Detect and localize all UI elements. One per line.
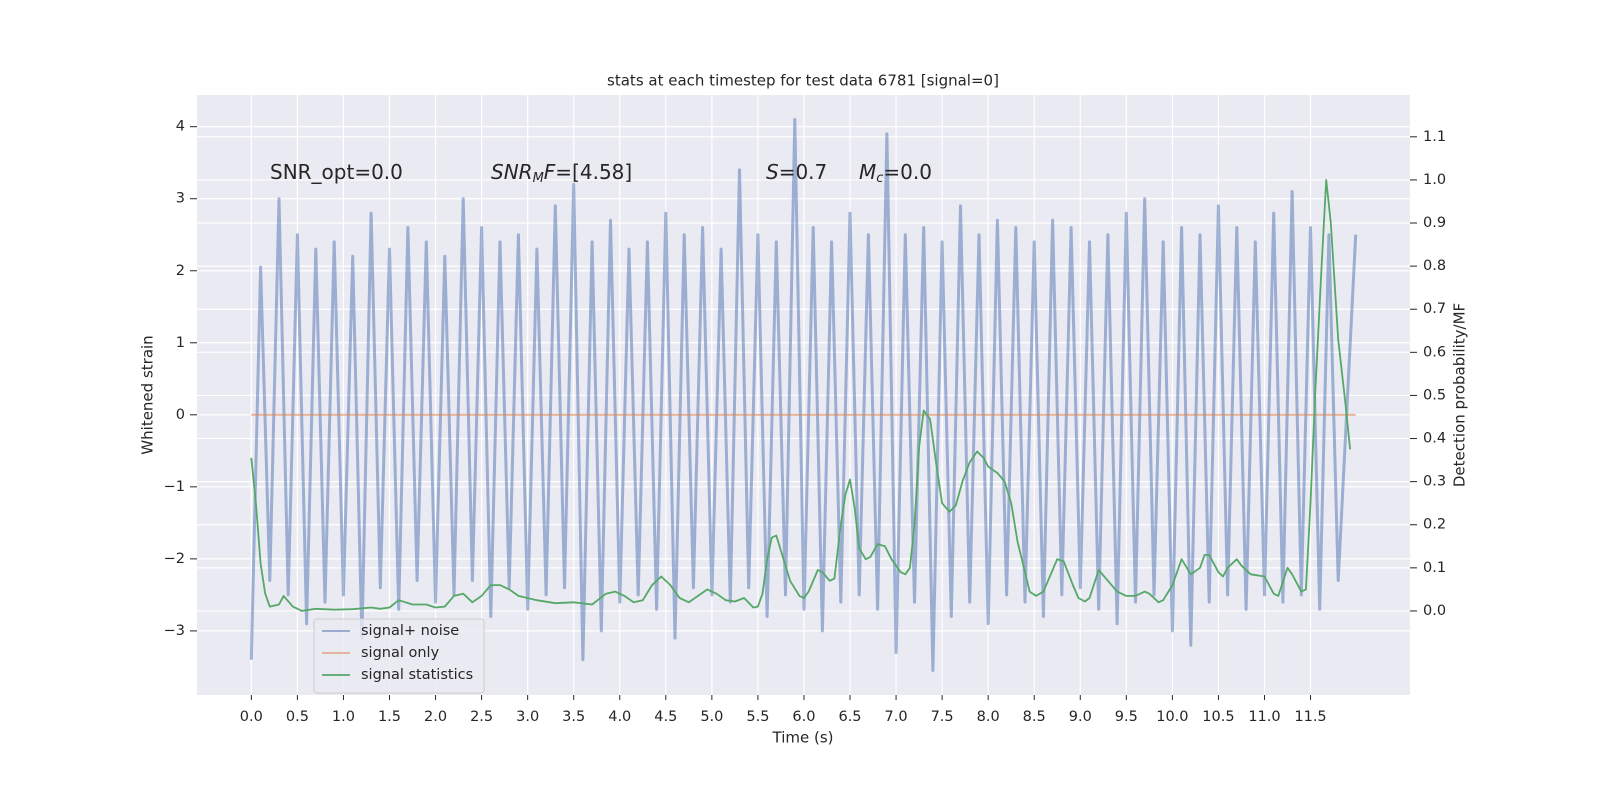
y2-tick-label: 0.1 [1423,560,1446,576]
y-tick-label: −3 [164,623,185,639]
legend-label: signal statistics [361,667,473,683]
annotation-subscript: M [533,171,544,186]
y2-tick-label: 0.5 [1423,387,1446,403]
annotation-text: M [859,160,876,184]
legend-label: signal+ noise [361,623,459,639]
y2-tick-label: 0.4 [1423,431,1446,447]
annotation-text: =0.7 [779,160,828,184]
x-tick-label: 10.0 [1156,709,1188,725]
x-tick-label: 6.5 [838,709,861,725]
x-tick-label: 11.5 [1294,709,1326,725]
x-tick-label: 2.0 [424,709,447,725]
legend: signal+ noise signal only signal statistic… [313,618,485,694]
y-tick-label: −2 [164,551,185,567]
x-tick-label: 3.5 [562,709,585,725]
y2-axis-label: Detection probability/MF [1451,303,1469,487]
x-axis-label: Time (s) [772,729,834,747]
y2-tick-label: 0.2 [1423,517,1446,533]
x-tick-label: 3.0 [516,709,539,725]
x-tick-label: 9.0 [1069,709,1092,725]
y-tick-label: 1 [176,335,185,351]
x-tick-label: 5.5 [746,709,769,725]
y2-tick-label: 0.7 [1423,301,1446,317]
x-tick-label: 8.0 [977,709,1000,725]
x-tick-label: 7.0 [885,709,908,725]
chart-title: stats at each timestep for test data 678… [607,72,999,90]
y2-tick-label: 0.8 [1423,258,1446,274]
x-tick-label: 10.5 [1202,709,1234,725]
legend-label: signal only [361,645,440,661]
annotation-text: F [544,160,556,184]
annotation-text: =0.0 [883,160,932,184]
legend-box [313,618,485,694]
annotation: SNRMF=[4.58] [491,160,632,186]
x-tick-label: 9.5 [1115,709,1138,725]
annotation: SNR_opt=0.0 [270,160,403,184]
annotation-text: SNR_opt=0.0 [270,160,403,184]
y-tick-label: −1 [164,479,185,495]
series-line [250,178,1351,612]
y2-tick-label: 1.0 [1423,172,1446,188]
marks [249,118,1358,672]
y2-tick-label: 1.1 [1423,129,1446,145]
y-axis-label: Whitened strain [139,335,157,454]
y-tick-label: 4 [176,119,185,135]
x-tick-label: 7.5 [931,709,954,725]
x-tick-label: 11.0 [1248,709,1280,725]
y2-tick-label: 0.3 [1423,474,1446,490]
annotation: Mc=0.0 [859,160,932,186]
y2-tick-label: 0.0 [1423,603,1446,619]
annotation-subscript: c [876,171,883,186]
x-tick-label: 8.5 [1023,709,1046,725]
x-tick-label: 0.5 [286,709,309,725]
x-tick-label: 4.0 [608,709,631,725]
y-tick-label: 0 [176,407,185,423]
y2-tick-label: 0.6 [1423,344,1446,360]
annotation-text: S [766,160,779,184]
series-line [249,118,1358,672]
x-tick-label: 1.5 [378,709,401,725]
x-tick-label: 2.5 [470,709,493,725]
x-tick-label: 4.5 [654,709,677,725]
x-tick-label: 0.0 [240,709,263,725]
y-tick-label: 2 [176,263,185,279]
y-tick-label: 3 [176,191,185,207]
annotation-text: SNR [491,160,533,184]
annotation-text: =[4.58] [555,160,632,184]
x-tick-label: 6.0 [792,709,815,725]
x-tick-label: 5.0 [700,709,723,725]
x-tick-label: 1.0 [332,709,355,725]
annotation: S=0.7 [766,160,827,184]
y2-tick-label: 0.9 [1423,215,1446,231]
